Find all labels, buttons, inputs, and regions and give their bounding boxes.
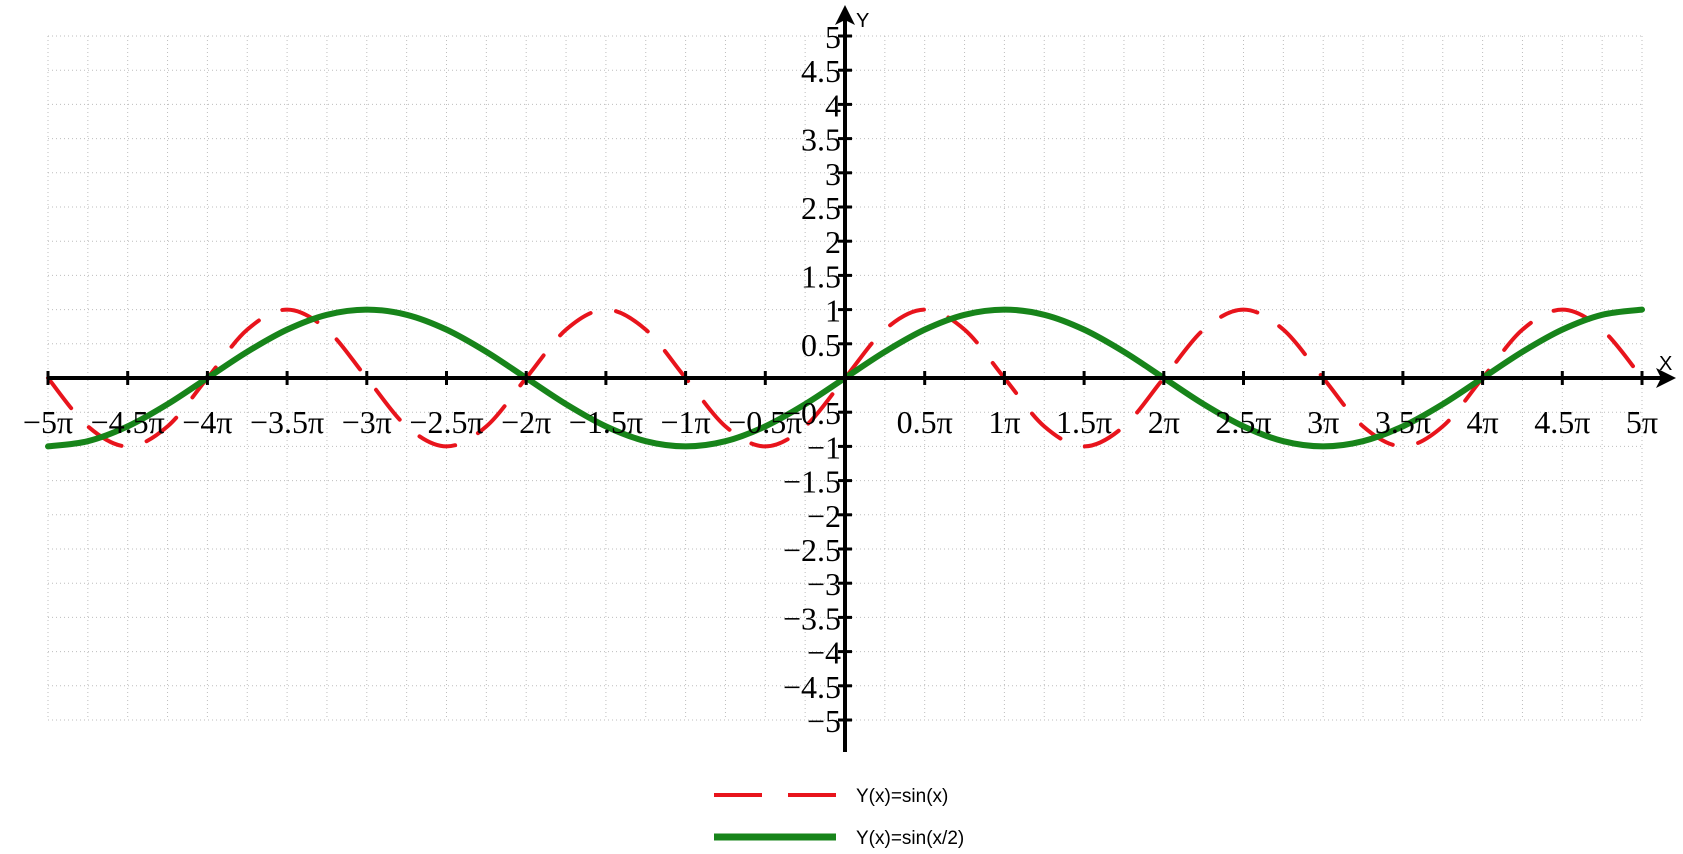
x-tick-label: 3.5π: [1375, 404, 1431, 440]
y-tick-label: −3.5: [783, 600, 841, 636]
x-tick-label: 5π: [1626, 404, 1658, 440]
x-tick-label: 1.5π: [1056, 404, 1112, 440]
y-tick-label: 3.5: [801, 122, 841, 158]
x-tick-label: −4.5π: [91, 404, 165, 440]
x-axis-arrow-icon: [1656, 368, 1676, 388]
ticks: −5π −4.5π −4π −3.5π −3π −2.5π −2π −1.5π −1π −0.5π…: [23, 19, 1658, 739]
x-tick-label: 4.5π: [1534, 404, 1590, 440]
y-tick-label: 3: [825, 156, 841, 192]
x-tick-label: 0.5π: [897, 404, 953, 440]
x-tick-label: 2π: [1148, 404, 1180, 440]
x-tick-label: 4π: [1467, 404, 1499, 440]
y-tick-label: −4: [807, 635, 841, 671]
legend: Y(x)=sin(x) Y(x)=sin(x/2): [714, 786, 964, 849]
x-tick-label: −1π: [660, 404, 710, 440]
x-tick-label: −0.5π: [728, 404, 802, 440]
x-tick-label: −2π: [501, 404, 551, 440]
y-tick-label: −5: [807, 703, 841, 739]
legend-label-2: Y(x)=sin(x/2): [856, 828, 964, 849]
y-tick-label: 1: [825, 293, 841, 329]
x-tick-label: −3.5π: [250, 404, 324, 440]
y-tick-label: 1.5: [801, 258, 841, 294]
x-tick-label: −2.5π: [409, 404, 483, 440]
x-tick-label: 2.5π: [1215, 404, 1271, 440]
x-tick-label: −1.5π: [569, 404, 643, 440]
y-tick-label: 2.5: [801, 190, 841, 226]
x-tick-label: 1π: [988, 404, 1020, 440]
y-tick-label: −1.5: [783, 464, 841, 500]
y-tick-label: −1: [807, 429, 841, 465]
y-tick-label: −2.5: [783, 532, 841, 568]
y-tick-label: 0.5: [801, 327, 841, 363]
y-tick-label: −2: [807, 498, 841, 534]
y-axis-label: Y: [856, 10, 869, 32]
y-tick-label: 5: [825, 19, 841, 55]
x-axis-label: X: [1659, 353, 1672, 375]
y-tick-label: −3: [807, 566, 841, 602]
x-tick-label: −3π: [342, 404, 392, 440]
y-axis-arrow-icon: [835, 5, 855, 25]
x-tick-label: −5π: [23, 404, 73, 440]
x-tick-label: −4π: [182, 404, 232, 440]
legend-label-1: Y(x)=sin(x): [856, 786, 948, 807]
y-tick-label: 4.5: [801, 53, 841, 89]
axes: XY: [48, 5, 1676, 752]
y-tick-label: 2: [825, 224, 841, 260]
y-tick-label: 4: [825, 87, 841, 123]
y-tick-label: −0.5: [783, 395, 841, 431]
y-tick-label: −4.5: [783, 669, 841, 705]
x-tick-label: 3π: [1307, 404, 1339, 440]
